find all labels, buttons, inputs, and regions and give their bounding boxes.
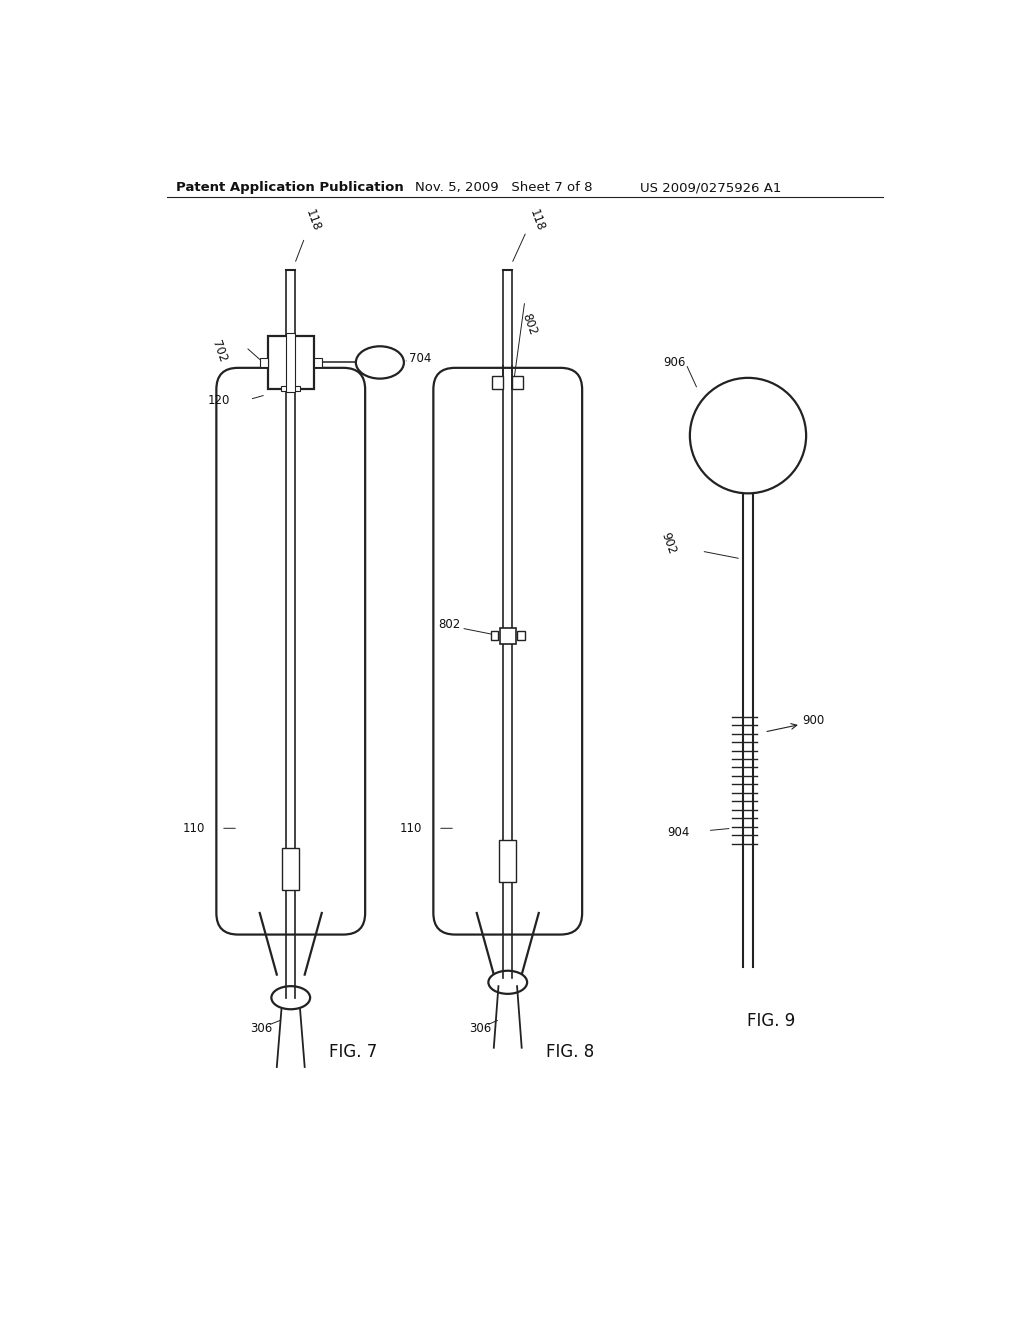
Text: Nov. 5, 2009   Sheet 7 of 8: Nov. 5, 2009 Sheet 7 of 8 bbox=[415, 181, 592, 194]
Text: FIG. 9: FIG. 9 bbox=[748, 1012, 796, 1030]
Text: 306: 306 bbox=[251, 1022, 272, 1035]
Text: 802: 802 bbox=[438, 618, 460, 631]
Bar bbox=[500, 840, 516, 882]
Bar bbox=[493, 376, 503, 389]
Text: FIG. 7: FIG. 7 bbox=[329, 1043, 377, 1060]
Bar bbox=[490, 631, 499, 640]
Text: 306: 306 bbox=[469, 1022, 492, 1035]
Text: 110: 110 bbox=[400, 822, 423, 834]
Text: 902: 902 bbox=[658, 531, 678, 556]
Text: Patent Application Publication: Patent Application Publication bbox=[176, 181, 403, 194]
Bar bbox=[517, 631, 524, 640]
Text: 118: 118 bbox=[302, 207, 323, 232]
Text: 120: 120 bbox=[208, 395, 230, 408]
Ellipse shape bbox=[356, 346, 403, 379]
FancyBboxPatch shape bbox=[216, 368, 366, 935]
Text: 118: 118 bbox=[527, 207, 547, 232]
Text: 900: 900 bbox=[802, 714, 824, 727]
Text: US 2009/0275926 A1: US 2009/0275926 A1 bbox=[640, 181, 781, 194]
Bar bbox=[286, 333, 295, 392]
Bar bbox=[283, 847, 299, 890]
Bar bbox=[282, 385, 300, 391]
Text: 906: 906 bbox=[663, 356, 685, 370]
FancyBboxPatch shape bbox=[433, 368, 583, 935]
Bar bbox=[267, 335, 314, 389]
Text: 110: 110 bbox=[183, 822, 206, 834]
Ellipse shape bbox=[488, 970, 527, 994]
Bar bbox=[314, 358, 322, 367]
Text: 904: 904 bbox=[668, 825, 690, 838]
Bar bbox=[512, 376, 523, 389]
Text: FIG. 8: FIG. 8 bbox=[546, 1043, 594, 1060]
Ellipse shape bbox=[271, 986, 310, 1010]
Text: 802: 802 bbox=[519, 312, 540, 337]
Bar bbox=[260, 358, 267, 367]
Text: 702: 702 bbox=[209, 338, 228, 363]
Circle shape bbox=[690, 378, 806, 494]
Text: 704: 704 bbox=[410, 352, 432, 366]
Bar bbox=[500, 628, 515, 644]
